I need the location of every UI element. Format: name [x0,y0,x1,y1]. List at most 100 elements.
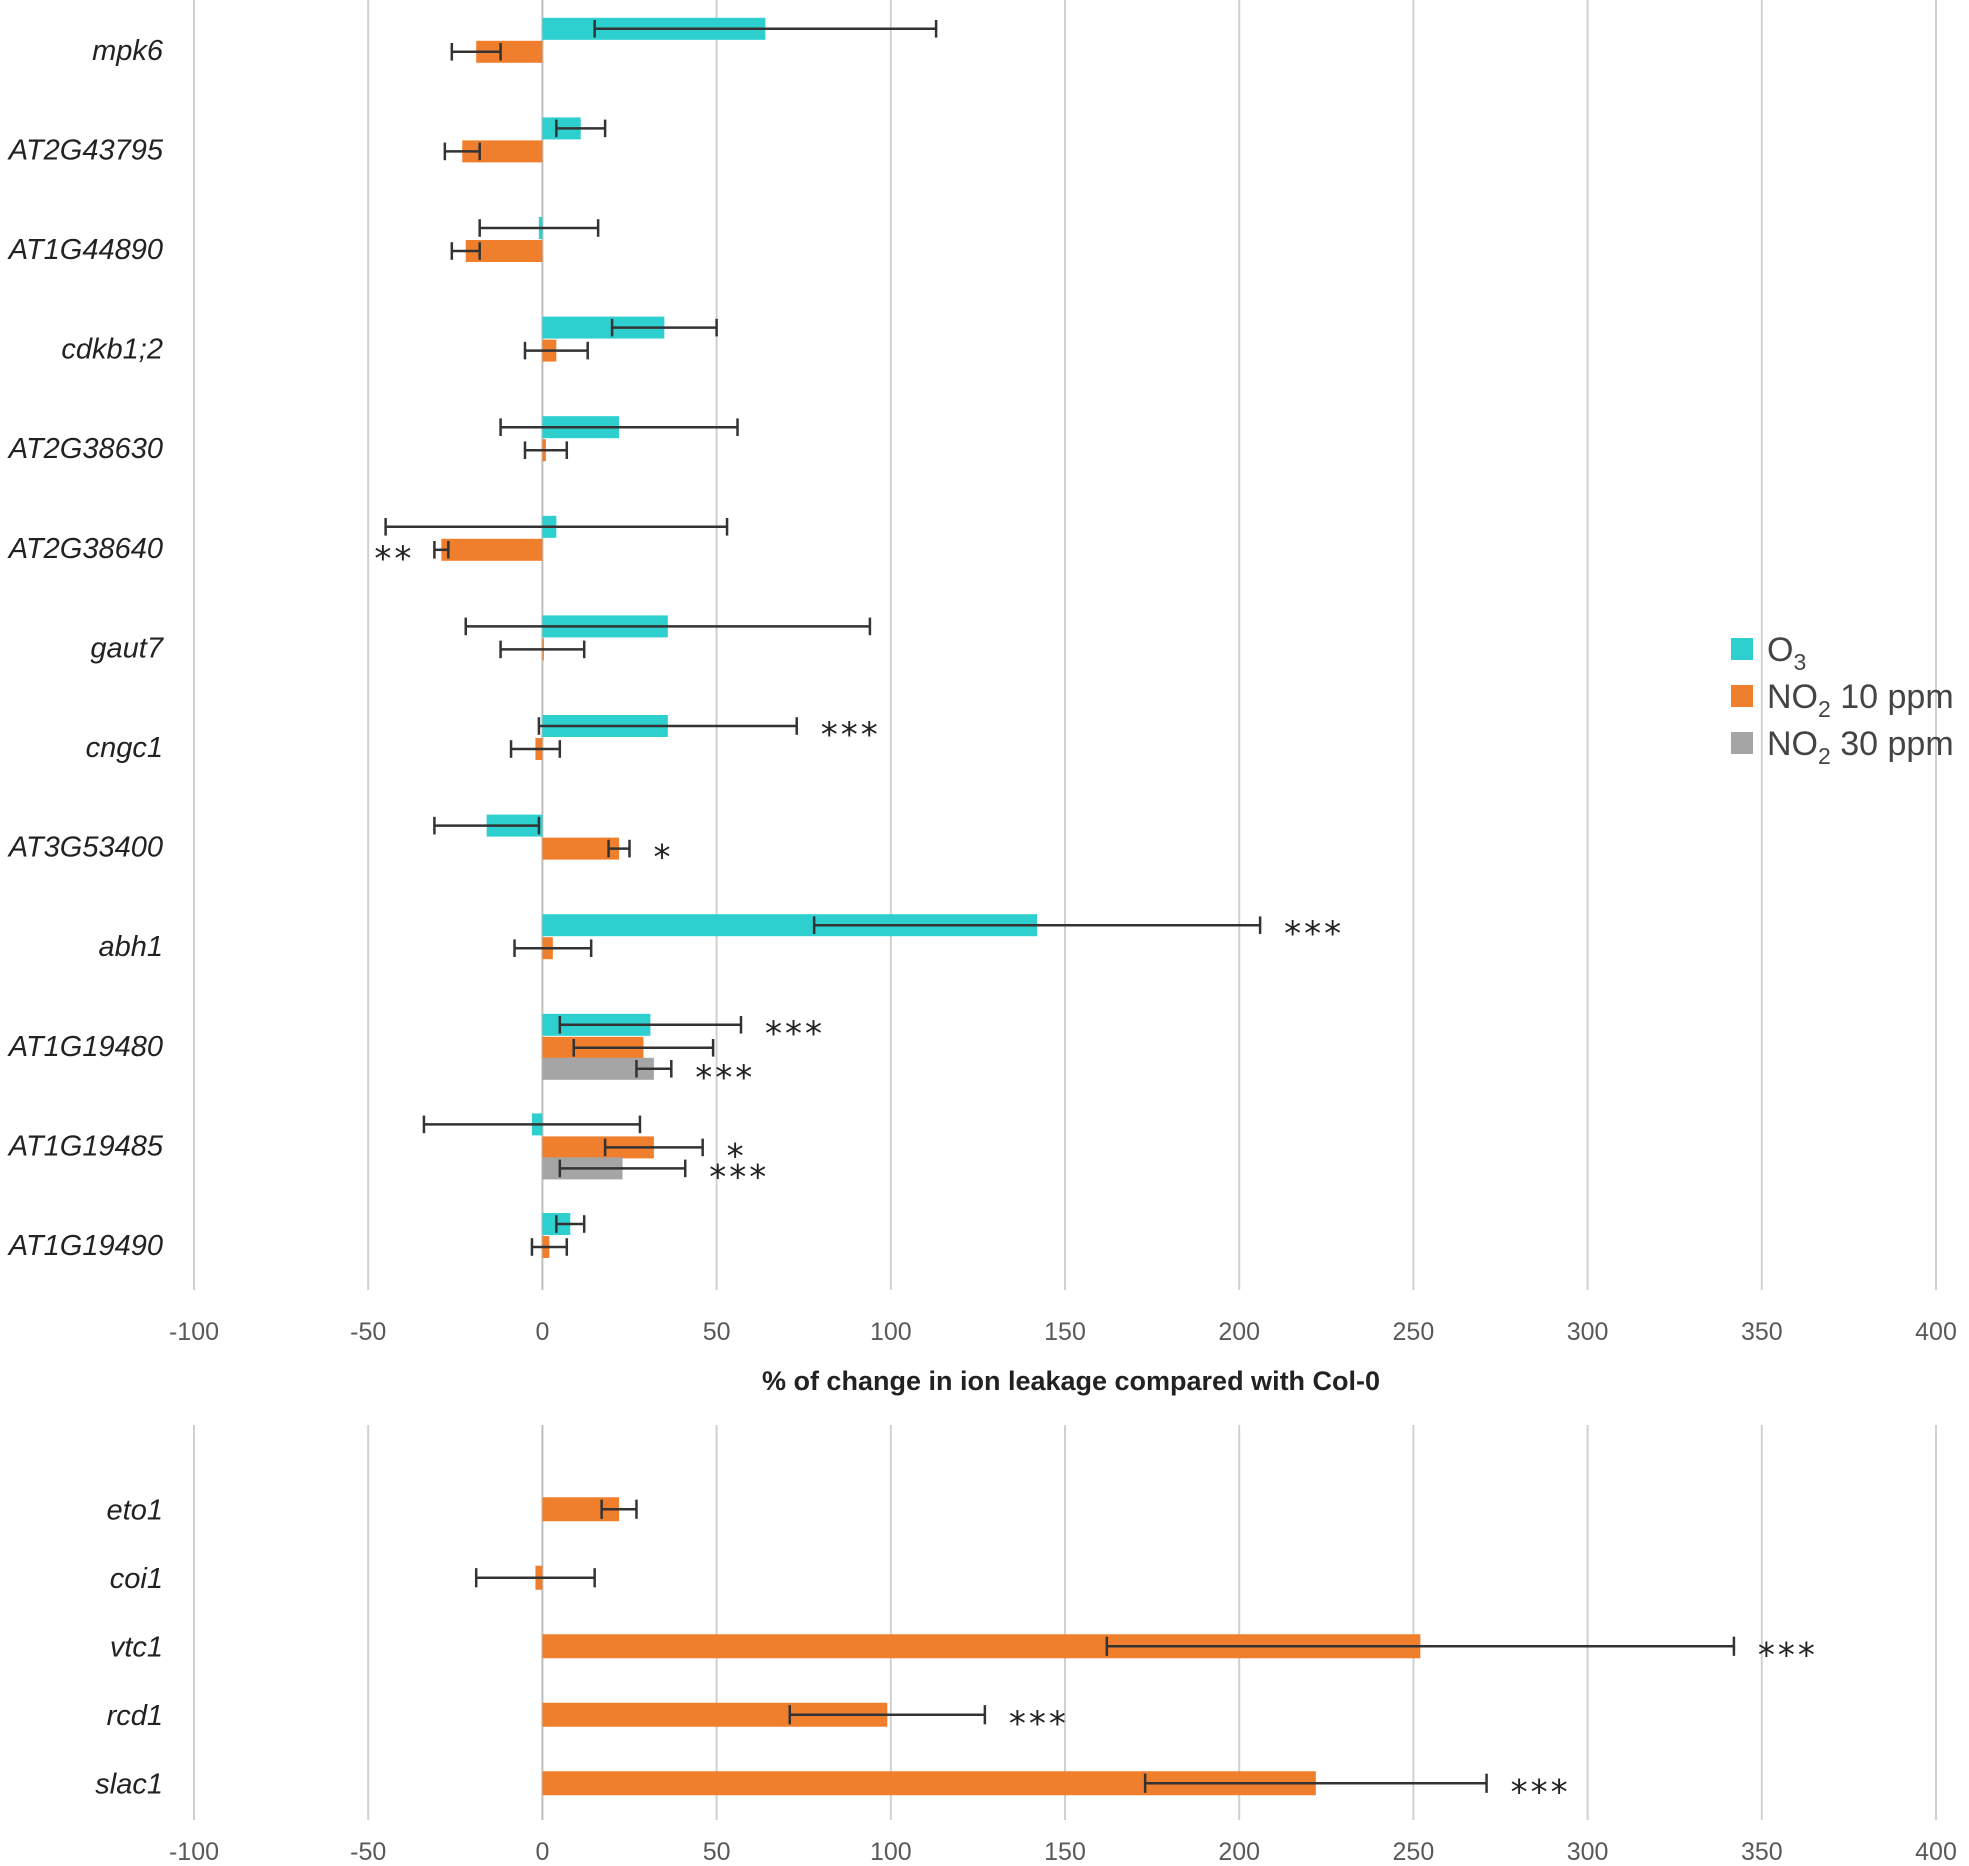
bar-abh1-o3 [542,914,1038,937]
error-bar-at1g19480-no2-10ppm [572,1039,715,1057]
significance-at3g53400-no2-10ppm: * [654,838,674,878]
error-bar-mpk6-o3 [593,20,938,38]
error-bar-rcd1-no2-10ppm [788,1705,987,1725]
bar-cdkb1-2-o3 [542,316,665,339]
category-label-coi1: coi1 [110,1563,163,1595]
category-label-at2g38640: AT2G38640 [7,533,163,565]
error-bar-cdkb1-2-o3 [610,318,718,337]
error-bar-eto1-no2-10ppm [600,1499,638,1519]
significance-at1g19485-no2-30ppm: *** [709,1157,769,1197]
bar-at1g44890-no2-10ppm [465,240,543,262]
error-bar-at2g38640-o3 [384,518,729,536]
significance-rcd1-no2-10ppm: *** [1009,1704,1069,1744]
error-bar-slac1-no2-10ppm [1143,1773,1488,1793]
error-bar-at1g19485-o3 [422,1115,642,1134]
significance-cngc1-o3: *** [821,715,881,755]
top-chart: mpk6 AT2G43795 AT1G44890 cdkb1;2 AT2G38630 AT… [7,0,1957,1396]
category-label-cngc1: cngc1 [86,732,163,764]
bottom-chart-tick-labels: -100 -50 0 50 100 150 200 250 300 350 400 [169,1838,1957,1866]
category-label-rcd1: rcd1 [107,1700,163,1732]
error-bar-at1g19485-no2-30ppm [558,1159,687,1178]
category-label-at1g19480: AT1G19480 [7,1031,163,1063]
bottom-x-tick-label: -50 [350,1838,386,1866]
category-label-abh1: abh1 [98,931,163,963]
category-label-vtc1: vtc1 [110,1631,163,1663]
category-label-mpk6: mpk6 [92,35,164,67]
error-bar-at2g38630-o3 [499,418,739,436]
legend-swatch-o3 [1731,638,1753,660]
error-bar-cngc1-no2-10ppm [509,740,562,758]
top-x-tick-label: 200 [1218,1318,1260,1346]
bottom-x-tick-label: 0 [535,1838,549,1866]
bar-at1g19480-no2-30ppm [542,1057,654,1080]
bottom-x-tick-label: 200 [1218,1838,1260,1866]
top-chart-significance-labels: ******************* [374,539,1341,1198]
category-label-at1g44890: AT1G44890 [7,234,163,266]
error-bar-at1g19480-no2-30ppm [635,1060,673,1078]
error-bar-cngc1-o3 [537,717,798,735]
error-bar-gaut7-o3 [464,617,872,636]
category-label-at3g53400: AT3G53400 [7,832,163,864]
error-bar-at2g38630-no2-10ppm [523,441,569,459]
top-x-tick-label: 300 [1567,1318,1609,1346]
top-x-tick-label: -100 [169,1318,219,1346]
legend-label-o3: O3 [1767,631,1806,675]
top-x-tick-label: 400 [1915,1318,1957,1346]
error-bar-at1g44890-no2-10ppm [450,242,481,260]
error-bar-abh1-no2-10ppm [513,939,593,957]
bottom-chart-category-labels: eto1 coi1 vtc1 rcd1 slac1 [95,1494,163,1800]
category-label-at2g38630: AT2G38630 [7,433,163,465]
top-x-tick-label: 250 [1393,1318,1435,1346]
top-chart-error-bars [384,20,1262,1256]
top-x-tick-label: -50 [350,1318,386,1346]
category-label-at1g19485: AT1G19485 [7,1130,164,1162]
top-x-tick-label: 350 [1741,1318,1783,1346]
category-label-gaut7: gaut7 [90,632,164,664]
significance-at1g19480-no2-30ppm: *** [695,1058,755,1098]
top-x-tick-label: 0 [535,1318,549,1346]
error-bar-at1g19480-o3 [558,1016,743,1034]
category-label-eto1: eto1 [107,1494,163,1526]
error-bar-coi1-no2-10ppm [474,1568,596,1588]
bar-mpk6-no2-10ppm [476,40,543,63]
error-bar-at2g38640-no2-10ppm [433,541,450,559]
bottom-x-tick-label: 400 [1915,1838,1957,1866]
legend-label-no2-30ppm: NO2 30 ppm [1767,725,1954,769]
error-bar-cdkb1-2-no2-10ppm [523,341,589,360]
bar-at2g38640-no2-10ppm [441,538,543,561]
significance-slac1-no2-10ppm: *** [1511,1772,1571,1812]
category-label-at1g19490: AT1G19490 [7,1230,163,1262]
bottom-x-tick-label: 300 [1567,1838,1609,1866]
error-bar-at1g19485-no2-10ppm [603,1138,704,1157]
error-bar-vtc1-no2-10ppm [1105,1636,1736,1656]
category-label-at2g43795: AT2G43795 [7,134,164,166]
legend-swatch-no2-10ppm [1731,685,1753,707]
category-label-slac1: slac1 [95,1768,163,1800]
error-bar-at3g53400-o3 [433,816,541,835]
bottom-chart-bars [535,1497,1421,1796]
significance-at2g38640-no2-10ppm: ** [374,539,414,579]
error-bar-gaut7-no2-10ppm [499,640,586,659]
error-bar-at2g43795-o3 [555,119,607,138]
top-chart-tick-labels: -100 -50 0 50 100 150 200 250 300 350 400 [169,1318,1957,1346]
bottom-chart-significance-labels: *** *** *** [1009,1635,1818,1812]
bottom-x-tick-label: 100 [870,1838,912,1866]
error-bar-at2g43795-no2-10ppm [443,142,481,161]
significance-at1g19485-no2-10ppm: * [727,1136,747,1176]
bottom-chart: eto1 coi1 vtc1 rcd1 slac1 -100 -50 0 50 100 150 20… [95,1425,1957,1866]
bar-at3g53400-no2-10ppm [542,837,620,860]
bottom-x-tick-label: 150 [1044,1838,1086,1866]
bottom-x-tick-label: 250 [1393,1838,1435,1866]
bar-at1g19485-no2-10ppm [542,1136,654,1159]
bottom-chart-grid [193,1425,1937,1820]
top-x-tick-label: 150 [1044,1318,1086,1346]
bottom-chart-error-bars [474,1499,1736,1793]
bottom-x-tick-label: -100 [169,1838,219,1866]
error-bar-abh1-o3 [812,916,1262,934]
legend-label-no2-10ppm: NO2 10 ppm [1767,678,1954,722]
significance-vtc1-no2-10ppm: *** [1758,1635,1818,1675]
category-label-cdkb1-2: cdkb1;2 [61,334,163,366]
legend-swatch-no2-30ppm [1731,732,1753,754]
